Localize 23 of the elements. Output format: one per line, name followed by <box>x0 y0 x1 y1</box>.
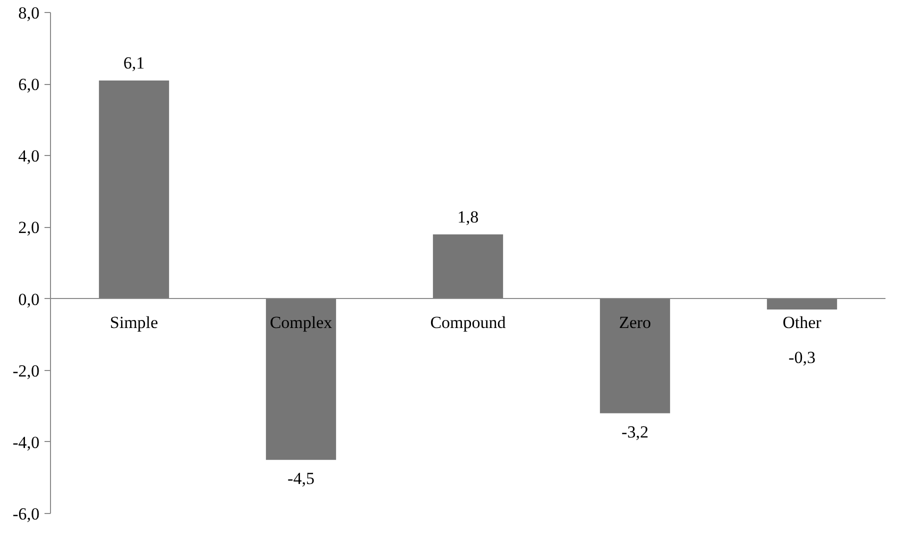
y-tick-label: 0,0 <box>18 290 40 309</box>
data-label: -0,3 <box>788 348 816 367</box>
bar <box>600 298 670 414</box>
y-tick-label: 6,0 <box>18 75 40 94</box>
x-tick-label: Zero <box>618 312 652 332</box>
bar <box>98 80 170 299</box>
x-tick-label: Simple <box>110 312 158 332</box>
x-tick-label: Other <box>782 312 822 332</box>
bar <box>432 234 504 299</box>
y-tick-label: -4,0 <box>12 432 40 452</box>
y-tick-label: 4,0 <box>18 146 40 166</box>
bar <box>266 298 336 460</box>
y-tick-label: -6,0 <box>12 504 40 524</box>
data-label: 6,1 <box>123 53 145 72</box>
data-label: 1,8 <box>457 207 479 226</box>
y-tick-label: 8,0 <box>18 4 40 22</box>
data-label: -3,2 <box>622 422 648 442</box>
x-tick-label: Compound <box>430 312 506 332</box>
bar <box>766 298 838 310</box>
x-tick-label: Complex <box>270 312 333 332</box>
y-tick-label: -2,0 <box>12 361 40 380</box>
y-tick-label: 2,0 <box>18 218 40 238</box>
data-label: -4,5 <box>288 468 314 488</box>
